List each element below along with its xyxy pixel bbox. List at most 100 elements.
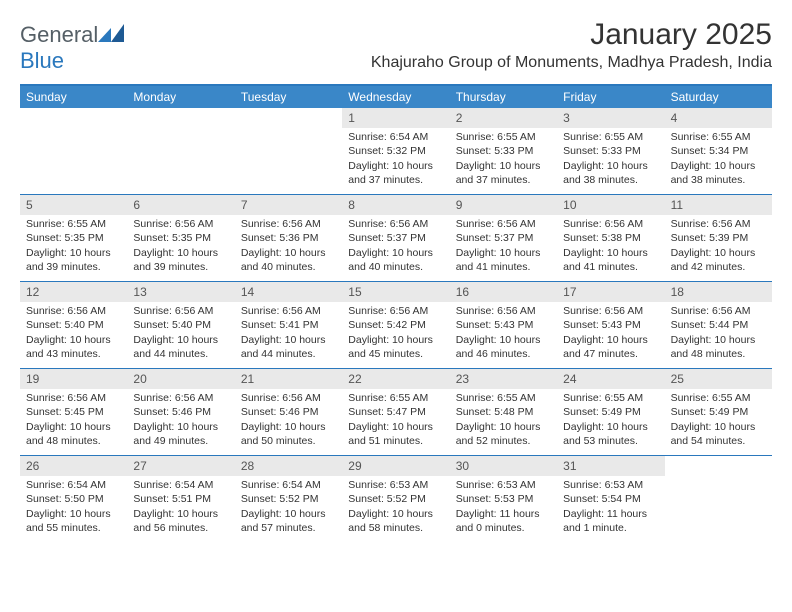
day-line: Sunrise: 6:56 AM <box>563 217 658 231</box>
day-cell: 27Sunrise: 6:54 AMSunset: 5:51 PMDayligh… <box>127 456 234 542</box>
day-line: Sunrise: 6:55 AM <box>456 130 551 144</box>
day-line: Sunset: 5:50 PM <box>26 492 121 506</box>
day-line: Sunrise: 6:56 AM <box>456 304 551 318</box>
day-line: Daylight: 10 hours and 41 minutes. <box>563 246 658 274</box>
day-cell: 23Sunrise: 6:55 AMSunset: 5:48 PMDayligh… <box>450 369 557 455</box>
day-number: 20 <box>127 369 234 389</box>
day-line: Daylight: 10 hours and 49 minutes. <box>133 420 228 448</box>
day-cell: 10Sunrise: 6:56 AMSunset: 5:38 PMDayligh… <box>557 195 664 281</box>
day-body: Sunrise: 6:54 AMSunset: 5:52 PMDaylight:… <box>235 478 342 539</box>
logo-text: General Blue <box>20 22 124 74</box>
day-cell: 19Sunrise: 6:56 AMSunset: 5:45 PMDayligh… <box>20 369 127 455</box>
day-line: Sunrise: 6:56 AM <box>671 217 766 231</box>
day-cell: 5Sunrise: 6:55 AMSunset: 5:35 PMDaylight… <box>20 195 127 281</box>
dow-cell: Friday <box>557 86 664 108</box>
dow-cell: Tuesday <box>235 86 342 108</box>
day-line: Daylight: 10 hours and 58 minutes. <box>348 507 443 535</box>
day-body: Sunrise: 6:56 AMSunset: 5:46 PMDaylight:… <box>127 391 234 452</box>
week-row: 26Sunrise: 6:54 AMSunset: 5:50 PMDayligh… <box>20 455 772 542</box>
day-line: Daylight: 10 hours and 48 minutes. <box>671 333 766 361</box>
day-line: Sunset: 5:33 PM <box>563 144 658 158</box>
day-line: Sunrise: 6:56 AM <box>133 391 228 405</box>
day-line: Sunrise: 6:55 AM <box>671 391 766 405</box>
day-number: 21 <box>235 369 342 389</box>
day-line: Daylight: 10 hours and 39 minutes. <box>26 246 121 274</box>
dow-cell: Sunday <box>20 86 127 108</box>
day-line: Sunrise: 6:56 AM <box>456 217 551 231</box>
day-body: Sunrise: 6:55 AMSunset: 5:47 PMDaylight:… <box>342 391 449 452</box>
day-body: Sunrise: 6:53 AMSunset: 5:54 PMDaylight:… <box>557 478 664 539</box>
day-line: Daylight: 10 hours and 48 minutes. <box>26 420 121 448</box>
day-line: Daylight: 10 hours and 56 minutes. <box>133 507 228 535</box>
day-line: Sunrise: 6:55 AM <box>348 391 443 405</box>
day-line: Daylight: 10 hours and 37 minutes. <box>348 159 443 187</box>
day-body: Sunrise: 6:56 AMSunset: 5:37 PMDaylight:… <box>342 217 449 278</box>
day-line: Sunset: 5:53 PM <box>456 492 551 506</box>
day-cell <box>127 108 234 194</box>
day-line: Sunset: 5:52 PM <box>348 492 443 506</box>
day-body: Sunrise: 6:54 AMSunset: 5:50 PMDaylight:… <box>20 478 127 539</box>
day-cell: 8Sunrise: 6:56 AMSunset: 5:37 PMDaylight… <box>342 195 449 281</box>
day-number: 23 <box>450 369 557 389</box>
day-number: 17 <box>557 282 664 302</box>
day-line: Daylight: 10 hours and 47 minutes. <box>563 333 658 361</box>
day-number: 13 <box>127 282 234 302</box>
day-number: 18 <box>665 282 772 302</box>
day-body: Sunrise: 6:56 AMSunset: 5:40 PMDaylight:… <box>127 304 234 365</box>
day-number: 19 <box>20 369 127 389</box>
day-cell: 13Sunrise: 6:56 AMSunset: 5:40 PMDayligh… <box>127 282 234 368</box>
day-line: Daylight: 10 hours and 44 minutes. <box>133 333 228 361</box>
day-line: Sunset: 5:42 PM <box>348 318 443 332</box>
day-number: 28 <box>235 456 342 476</box>
day-cell: 30Sunrise: 6:53 AMSunset: 5:53 PMDayligh… <box>450 456 557 542</box>
day-body: Sunrise: 6:56 AMSunset: 5:43 PMDaylight:… <box>557 304 664 365</box>
day-line: Sunrise: 6:56 AM <box>563 304 658 318</box>
day-line: Sunrise: 6:56 AM <box>241 391 336 405</box>
day-line: Sunrise: 6:56 AM <box>671 304 766 318</box>
day-body: Sunrise: 6:56 AMSunset: 5:37 PMDaylight:… <box>450 217 557 278</box>
day-cell: 11Sunrise: 6:56 AMSunset: 5:39 PMDayligh… <box>665 195 772 281</box>
day-line: Daylight: 10 hours and 46 minutes. <box>456 333 551 361</box>
day-line: Daylight: 10 hours and 55 minutes. <box>26 507 121 535</box>
day-cell <box>665 456 772 542</box>
day-line: Daylight: 11 hours and 0 minutes. <box>456 507 551 535</box>
day-line: Sunrise: 6:56 AM <box>241 217 336 231</box>
day-line: Daylight: 10 hours and 40 minutes. <box>241 246 336 274</box>
day-cell: 20Sunrise: 6:56 AMSunset: 5:46 PMDayligh… <box>127 369 234 455</box>
day-line: Daylight: 10 hours and 54 minutes. <box>671 420 766 448</box>
day-body: Sunrise: 6:55 AMSunset: 5:34 PMDaylight:… <box>665 130 772 191</box>
day-number: 12 <box>20 282 127 302</box>
day-line: Daylight: 10 hours and 52 minutes. <box>456 420 551 448</box>
day-body: Sunrise: 6:56 AMSunset: 5:35 PMDaylight:… <box>127 217 234 278</box>
location-title: Khajuraho Group of Monuments, Madhya Pra… <box>371 54 772 72</box>
day-number: 27 <box>127 456 234 476</box>
day-line: Sunset: 5:40 PM <box>26 318 121 332</box>
day-body: Sunrise: 6:54 AMSunset: 5:32 PMDaylight:… <box>342 130 449 191</box>
day-line: Sunrise: 6:56 AM <box>26 391 121 405</box>
week-row: 19Sunrise: 6:56 AMSunset: 5:45 PMDayligh… <box>20 368 772 455</box>
day-cell: 26Sunrise: 6:54 AMSunset: 5:50 PMDayligh… <box>20 456 127 542</box>
day-cell: 17Sunrise: 6:56 AMSunset: 5:43 PMDayligh… <box>557 282 664 368</box>
day-line: Sunset: 5:44 PM <box>671 318 766 332</box>
week-row: 1Sunrise: 6:54 AMSunset: 5:32 PMDaylight… <box>20 108 772 194</box>
day-body: Sunrise: 6:56 AMSunset: 5:43 PMDaylight:… <box>450 304 557 365</box>
day-body: Sunrise: 6:56 AMSunset: 5:36 PMDaylight:… <box>235 217 342 278</box>
day-cell: 3Sunrise: 6:55 AMSunset: 5:33 PMDaylight… <box>557 108 664 194</box>
day-body: Sunrise: 6:53 AMSunset: 5:52 PMDaylight:… <box>342 478 449 539</box>
day-number: 15 <box>342 282 449 302</box>
day-number: 16 <box>450 282 557 302</box>
calendar: SundayMondayTuesdayWednesdayThursdayFrid… <box>20 84 772 542</box>
day-number: 9 <box>450 195 557 215</box>
day-body: Sunrise: 6:56 AMSunset: 5:42 PMDaylight:… <box>342 304 449 365</box>
day-line: Sunset: 5:46 PM <box>241 405 336 419</box>
day-cell: 7Sunrise: 6:56 AMSunset: 5:36 PMDaylight… <box>235 195 342 281</box>
dow-cell: Saturday <box>665 86 772 108</box>
day-line: Sunset: 5:54 PM <box>563 492 658 506</box>
day-line: Sunrise: 6:53 AM <box>456 478 551 492</box>
day-number: 22 <box>342 369 449 389</box>
day-line: Daylight: 10 hours and 45 minutes. <box>348 333 443 361</box>
day-line: Sunset: 5:41 PM <box>241 318 336 332</box>
day-line: Sunrise: 6:56 AM <box>348 304 443 318</box>
day-cell: 24Sunrise: 6:55 AMSunset: 5:49 PMDayligh… <box>557 369 664 455</box>
day-cell: 29Sunrise: 6:53 AMSunset: 5:52 PMDayligh… <box>342 456 449 542</box>
